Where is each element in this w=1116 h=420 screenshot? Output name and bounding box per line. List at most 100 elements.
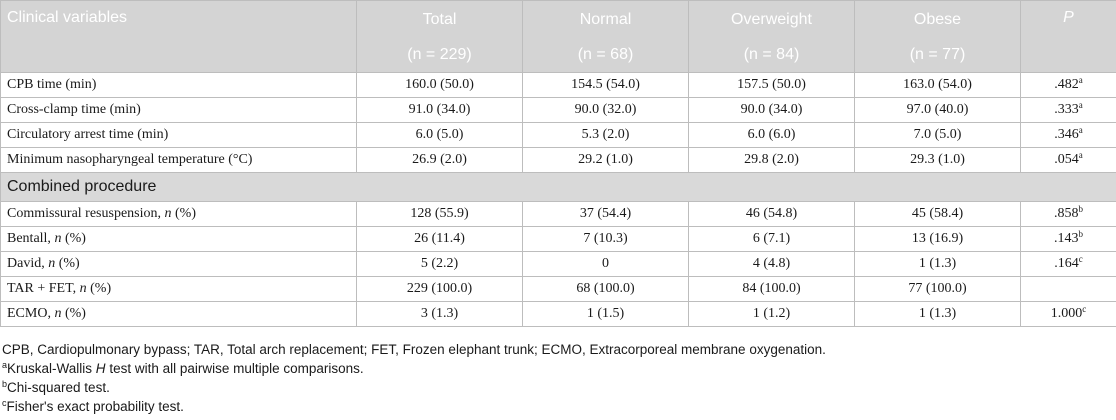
header-p: P [1020, 0, 1116, 73]
p-footnote-mark: b [1078, 204, 1084, 214]
p-footnote-mark: a [1078, 125, 1083, 135]
footnote-a-text-2: test with all pairwise multiple comparis… [109, 361, 364, 376]
cell-total: 5 (2.2) [356, 251, 523, 277]
p-value: .333 [1054, 102, 1079, 117]
cell-obese: 1 (1.3) [854, 301, 1021, 327]
footnote-mark-b: b [2, 379, 8, 389]
row-label-n: n [54, 306, 62, 321]
cell-obese: 77 (100.0) [854, 276, 1021, 302]
table-row: Circulatory arrest time (min) 6.0 (5.0) … [0, 122, 1116, 148]
table-body: CPB time (min) 160.0 (50.0) 154.5 (54.0)… [0, 72, 1116, 327]
table-row: ECMO, n (%) 3 (1.3) 1 (1.5) 1 (1.2) 1 (1… [0, 301, 1116, 327]
cell-overweight: 4 (4.8) [688, 251, 855, 277]
cell-normal: 37 (54.4) [522, 201, 689, 227]
row-label-text: ECMO, [7, 306, 51, 321]
row-label-pct: (%) [64, 231, 86, 246]
header-n-overweight: (n = 84) [688, 38, 855, 73]
cell-total: 26 (11.4) [356, 226, 523, 252]
row-label: Bentall, n (%) [0, 226, 357, 252]
cell-normal: 154.5 (54.0) [522, 72, 689, 98]
cell-normal: 5.3 (2.0) [522, 122, 689, 148]
section-title: Combined procedure [0, 172, 1116, 202]
cell-normal: 29.2 (1.0) [522, 147, 689, 173]
footnote-mark-c: c [2, 398, 7, 408]
cell-normal: 7 (10.3) [522, 226, 689, 252]
row-label-pct: (%) [175, 206, 196, 221]
row-label-n: n [54, 231, 62, 246]
cell-p [1020, 276, 1116, 302]
cell-normal: 90.0 (32.0) [522, 97, 689, 123]
row-label-pct: (%) [90, 281, 112, 296]
table-row: Cross-clamp time (min) 91.0 (34.0) 90.0 … [0, 97, 1116, 123]
row-label-pct: (%) [64, 306, 86, 321]
cell-overweight: 84 (100.0) [688, 276, 855, 302]
cell-obese: 29.3 (1.0) [854, 147, 1021, 173]
cell-p: .482a [1020, 72, 1116, 98]
p-value: .164 [1054, 256, 1079, 271]
header-overweight: Overweight [688, 0, 855, 38]
header-n-normal: (n = 68) [522, 38, 689, 73]
row-label-text: TAR + FET, [7, 281, 77, 296]
cell-overweight: 1 (1.2) [688, 301, 855, 327]
cell-p: .143b [1020, 226, 1116, 252]
p-value: .346 [1054, 127, 1079, 142]
cell-p: .164c [1020, 251, 1116, 277]
table-footnotes: CPB, Cardiopulmonary bypass; TAR, Total … [2, 340, 826, 416]
cell-total: 91.0 (34.0) [356, 97, 523, 123]
row-label: CPB time (min) [0, 72, 357, 98]
cell-obese: 13 (16.9) [854, 226, 1021, 252]
footnote-a-h: H [95, 361, 106, 376]
p-value: .143 [1054, 231, 1079, 246]
cell-total: 128 (55.9) [356, 201, 523, 227]
footnote-mark-a: a [2, 360, 8, 370]
footnote-b-text: Chi-squared test. [7, 380, 110, 395]
cell-overweight: 6.0 (6.0) [688, 122, 855, 148]
cell-total: 3 (1.3) [356, 301, 523, 327]
cell-total: 26.9 (2.0) [356, 147, 523, 173]
p-footnote-mark: a [1078, 100, 1083, 110]
p-value: .858 [1054, 206, 1079, 221]
p-value: .054 [1054, 152, 1079, 167]
cell-p: .054a [1020, 147, 1116, 173]
footnote-a-text: Kruskal-Wallis [7, 361, 93, 376]
cell-obese: 7.0 (5.0) [854, 122, 1021, 148]
p-footnote-mark: c [1082, 304, 1087, 314]
cell-total: 160.0 (50.0) [356, 72, 523, 98]
table-row: CPB time (min) 160.0 (50.0) 154.5 (54.0)… [0, 72, 1116, 98]
table-header: Clinical variables Total Normal Overweig… [0, 0, 1116, 73]
row-label-n: n [79, 281, 87, 296]
header-n-total: (n = 229) [356, 38, 523, 73]
row-label: Minimum nasopharyngeal temperature (°C) [0, 147, 357, 173]
clinical-variables-table: Clinical variables Total Normal Overweig… [0, 0, 1116, 327]
row-label: Commissural resuspension, n (%) [0, 201, 357, 227]
cell-obese: 1 (1.3) [854, 251, 1021, 277]
cell-obese: 163.0 (54.0) [854, 72, 1021, 98]
footnote-abbreviations: CPB, Cardiopulmonary bypass; TAR, Total … [2, 342, 826, 357]
footnote-a: aKruskal-Wallis H test with all pairwise… [2, 359, 826, 378]
header-normal: Normal [522, 0, 689, 38]
cell-overweight: 46 (54.8) [688, 201, 855, 227]
row-label: ECMO, n (%) [0, 301, 357, 327]
row-label-n: n [164, 206, 172, 221]
p-footnote-mark: c [1078, 254, 1083, 264]
results-table-container: Clinical variables Total Normal Overweig… [0, 0, 1116, 327]
cell-obese: 45 (58.4) [854, 201, 1021, 227]
cell-normal: 1 (1.5) [522, 301, 689, 327]
row-label-text: Bentall, [7, 231, 51, 246]
cell-normal: 68 (100.0) [522, 276, 689, 302]
p-value: .482 [1054, 77, 1079, 92]
p-footnote-mark: a [1078, 150, 1083, 160]
table-row: TAR + FET, n (%) 229 (100.0) 68 (100.0) … [0, 276, 1116, 302]
cell-p: .346a [1020, 122, 1116, 148]
table-row: David, n (%) 5 (2.2) 0 4 (4.8) 1 (1.3) .… [0, 251, 1116, 277]
header-n-obese: (n = 77) [854, 38, 1021, 73]
cell-total: 6.0 (5.0) [356, 122, 523, 148]
footnote-c: cFisher's exact probability test. [2, 397, 826, 416]
row-label: Cross-clamp time (min) [0, 97, 357, 123]
header-clinical-variables: Clinical variables [0, 0, 357, 73]
cell-total: 229 (100.0) [356, 276, 523, 302]
cell-p: .333a [1020, 97, 1116, 123]
row-label-pct: (%) [58, 256, 80, 271]
footnote-b: bChi-squared test. [2, 378, 826, 397]
p-footnote-mark: a [1078, 75, 1083, 85]
